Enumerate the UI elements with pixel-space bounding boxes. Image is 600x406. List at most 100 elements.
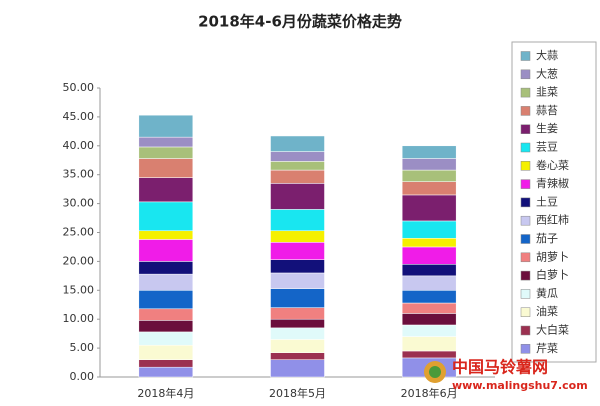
legend-swatch	[520, 289, 531, 299]
bar-segment	[270, 151, 325, 162]
legend-label: 蒜苔	[536, 103, 558, 117]
bar-segment	[270, 169, 325, 184]
x-tick-label: 2018年5月	[269, 386, 326, 400]
bar-segment	[270, 209, 325, 232]
bar-segment	[401, 145, 457, 159]
bar-segment	[138, 136, 194, 148]
bar-segment	[401, 194, 457, 222]
watermark-logo	[429, 366, 441, 378]
bar-segment	[138, 114, 194, 138]
legend-label: 大葱	[536, 66, 558, 80]
bar-segment	[401, 324, 457, 337]
legend-swatch	[520, 252, 531, 263]
y-tick-label: 20.00	[63, 254, 95, 267]
x-tick-label: 2018年4月	[137, 386, 194, 400]
legend-label: 茄子	[536, 231, 558, 245]
legend-swatch	[520, 325, 531, 336]
bar-segment	[138, 290, 194, 310]
bar-segment	[270, 288, 325, 308]
bar-segment	[401, 313, 457, 326]
bar-segment	[270, 359, 325, 378]
bar-segment	[401, 275, 457, 291]
y-tick-label: 0.00	[70, 370, 95, 383]
legend-label: 韭菜	[536, 86, 558, 99]
bar-segment	[270, 272, 325, 289]
bar-segment	[401, 238, 457, 248]
bar-segment	[270, 161, 325, 171]
bar-segment	[138, 308, 194, 321]
watermark-url: www.malingshu7.com	[452, 379, 588, 392]
y-tick-label: 50.00	[63, 81, 95, 94]
y-tick-label: 40.00	[63, 139, 95, 152]
bar-segment	[138, 366, 194, 378]
legend-swatch	[520, 234, 531, 244]
legend-label: 胡萝卜	[536, 249, 569, 263]
legend-swatch	[520, 106, 531, 116]
bar-segment	[138, 320, 194, 333]
bar-segment	[138, 201, 194, 232]
legend-swatch	[520, 270, 531, 281]
bar-segment	[270, 327, 325, 340]
legend-swatch	[520, 179, 531, 189]
legend-label: 大蒜	[536, 48, 558, 62]
bar-segment	[138, 158, 194, 178]
bar-segment	[401, 350, 457, 359]
y-tick-label: 35.00	[63, 168, 95, 181]
y-tick-label: 45.00	[63, 110, 95, 123]
bar-segment	[401, 181, 457, 196]
y-tick-label: 10.00	[63, 312, 95, 325]
legend-label: 大白菜	[536, 323, 569, 337]
bar-segment	[270, 183, 325, 210]
legend-label: 卷心菜	[536, 158, 569, 172]
legend-label: 芹菜	[536, 342, 558, 355]
x-tick-label: 2018年6月	[401, 386, 458, 400]
bar-segment	[270, 230, 325, 243]
bar-segment	[270, 242, 325, 260]
legend-swatch	[520, 124, 531, 134]
bar-segment	[401, 336, 457, 352]
bar-segment	[270, 318, 325, 329]
legend-label: 青辣椒	[536, 176, 569, 190]
legend-label: 白萝卜	[536, 268, 569, 282]
bar-segment	[401, 246, 457, 265]
bar-segment	[138, 331, 194, 346]
bar-segment	[270, 352, 325, 360]
bar-segment	[270, 135, 325, 152]
bar-segment	[138, 359, 194, 368]
y-tick-label: 25.00	[63, 226, 95, 239]
bar-segment	[138, 344, 194, 360]
legend-label: 生姜	[536, 121, 558, 135]
bar-segment	[401, 290, 457, 304]
y-tick-label: 30.00	[63, 197, 95, 210]
legend-swatch	[520, 69, 531, 80]
bar-segment	[138, 146, 194, 159]
bar-segment	[270, 259, 325, 274]
legend-label: 油菜	[536, 304, 558, 318]
legend-label: 西红柿	[536, 213, 569, 227]
watermark: 中国马铃薯网 www.malingshu7.com	[424, 358, 588, 392]
legend-label: 芸豆	[536, 141, 558, 154]
y-tick-label: 15.00	[63, 283, 95, 296]
chart-title: 2018年4-6月份蔬菜价格走势	[198, 13, 402, 31]
legend-swatch	[520, 215, 531, 226]
bar-segment	[138, 239, 194, 262]
legend-label: 黄瓜	[536, 286, 558, 300]
bar-segment	[270, 307, 325, 320]
bar-segment	[401, 220, 457, 239]
legend-swatch	[520, 87, 531, 98]
legend-swatch	[520, 307, 531, 317]
watermark-name: 中国马铃薯网	[452, 358, 548, 377]
bar-segment	[401, 158, 457, 171]
bar-segment	[138, 261, 194, 275]
legend-swatch	[520, 344, 531, 354]
bar-segment	[270, 339, 325, 353]
legend-swatch	[520, 197, 531, 208]
legend-swatch	[520, 51, 531, 61]
bar-segment	[138, 273, 194, 291]
legend-label: 土豆	[536, 195, 558, 208]
bar-segment	[138, 230, 194, 240]
bar-segment	[138, 177, 194, 203]
bar-segment	[401, 169, 457, 182]
legend-swatch	[520, 161, 531, 171]
